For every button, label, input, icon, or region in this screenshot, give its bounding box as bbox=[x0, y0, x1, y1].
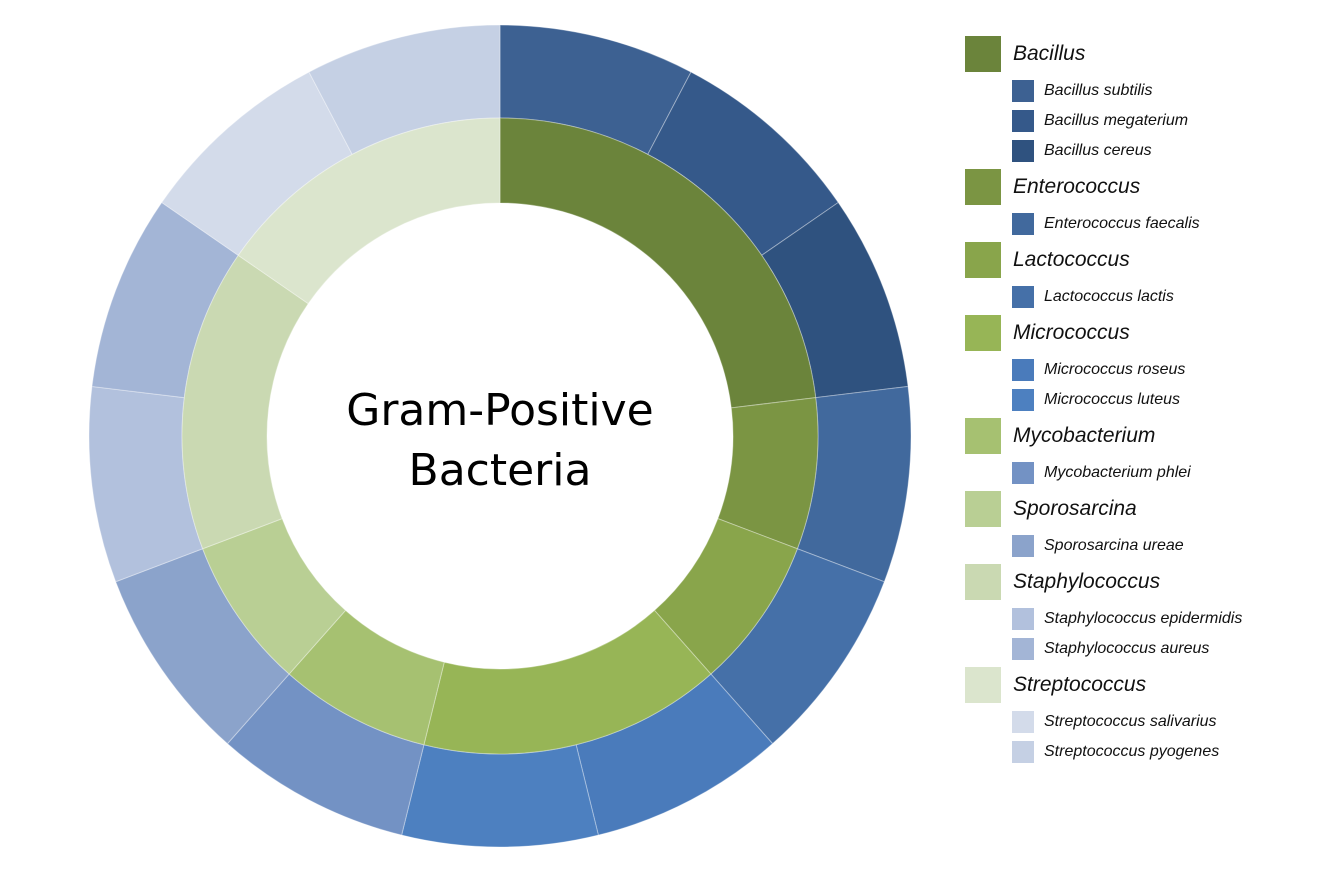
legend-label: Enterococcus faecalis bbox=[1044, 214, 1200, 232]
legend-swatch bbox=[1012, 358, 1034, 381]
legend-label: Sporosarcina ureae bbox=[1044, 536, 1184, 554]
legend-swatch bbox=[965, 315, 1001, 351]
legend-label: Lactococcus lactis bbox=[1044, 287, 1174, 305]
legend-item-micrococcus: Micrococcus bbox=[965, 315, 1315, 351]
legend-item-streptococcus-pyogenes: Streptococcus pyogenes bbox=[965, 740, 1315, 763]
legend-label: Bacillus bbox=[1013, 42, 1086, 65]
legend-swatch bbox=[1012, 139, 1034, 162]
legend-swatch bbox=[965, 169, 1001, 205]
legend-item-sporosarcina-ureae: Sporosarcina ureae bbox=[965, 534, 1315, 557]
legend-swatch bbox=[1012, 388, 1034, 411]
legend-label: Streptococcus bbox=[1013, 673, 1147, 696]
outer-ring bbox=[88, 24, 912, 848]
legend-item-staphylococcus-aureus: Staphylococcus aureus bbox=[965, 637, 1315, 660]
genus-slice-lactococcus bbox=[653, 517, 798, 675]
legend-item-mycobacterium: Mycobacterium bbox=[965, 418, 1315, 454]
legend-item-enterococcus-faecalis: Enterococcus faecalis bbox=[965, 212, 1315, 235]
chart-title-line-2: Bacteria bbox=[409, 445, 592, 496]
legend-item-staphylococcus-epidermidis: Staphylococcus epidermidis bbox=[965, 607, 1315, 630]
legend-item-lactococcus: Lactococcus bbox=[965, 242, 1315, 278]
legend-swatch bbox=[965, 418, 1001, 454]
legend-label: Staphylococcus aureus bbox=[1044, 639, 1210, 657]
legend-label: Micrococcus roseus bbox=[1044, 360, 1186, 378]
legend-item-streptococcus-salivarius: Streptococcus salivarius bbox=[965, 710, 1315, 733]
legend-label: Streptococcus pyogenes bbox=[1044, 742, 1220, 760]
genus-slice-bacillus bbox=[499, 117, 817, 409]
legend-item-bacillus-cereus: Bacillus cereus bbox=[965, 139, 1315, 162]
species-slice-micrococcus-luteus bbox=[401, 744, 599, 848]
legend-label: Staphylococcus epidermidis bbox=[1044, 609, 1243, 627]
legend-label: Staphylococcus bbox=[1013, 570, 1161, 593]
inner-ring bbox=[181, 117, 819, 755]
legend-swatch bbox=[965, 667, 1001, 703]
legend-item-bacillus-megaterium: Bacillus megaterium bbox=[965, 109, 1315, 132]
legend-label: Streptococcus salivarius bbox=[1044, 712, 1217, 730]
legend-swatch bbox=[965, 491, 1001, 527]
legend-swatch bbox=[1012, 637, 1034, 660]
legend-item-micrococcus-roseus: Micrococcus roseus bbox=[965, 358, 1315, 381]
chart-legend: Bacillus Bacillus subtilis Bacillus megate… bbox=[965, 36, 1315, 763]
legend-label: Sporosarcina bbox=[1013, 497, 1137, 520]
sunburst-chart: Gram-Positive Bacteria bbox=[88, 24, 912, 848]
legend-swatch bbox=[1012, 534, 1034, 557]
legend-swatch bbox=[1012, 710, 1034, 733]
legend-item-lactococcus-lactis: Lactococcus lactis bbox=[965, 285, 1315, 308]
legend-swatch bbox=[1012, 212, 1034, 235]
legend-swatch bbox=[1012, 109, 1034, 132]
legend-swatch bbox=[965, 564, 1001, 600]
legend-swatch bbox=[965, 36, 1001, 72]
legend-item-micrococcus-luteus: Micrococcus luteus bbox=[965, 388, 1315, 411]
legend-swatch bbox=[1012, 740, 1034, 763]
genus-slice-streptococcus bbox=[237, 117, 501, 305]
legend-label: Mycobacterium phlei bbox=[1044, 463, 1191, 481]
legend-label: Micrococcus bbox=[1013, 321, 1130, 344]
legend-label: Lactococcus bbox=[1013, 248, 1130, 271]
legend-item-mycobacterium-phlei: Mycobacterium phlei bbox=[965, 461, 1315, 484]
genus-slice-staphylococcus bbox=[181, 254, 309, 550]
chart-title-line-1: Gram-Positive bbox=[346, 385, 654, 436]
legend-label: Micrococcus luteus bbox=[1044, 390, 1181, 408]
legend-label: Mycobacterium bbox=[1013, 424, 1156, 447]
legend-item-bacillus-subtilis: Bacillus subtilis bbox=[965, 79, 1315, 102]
legend-item-sporosarcina: Sporosarcina bbox=[965, 491, 1315, 527]
legend-item-streptococcus: Streptococcus bbox=[965, 667, 1315, 703]
legend-swatch bbox=[965, 242, 1001, 278]
legend-label: Bacillus cereus bbox=[1044, 141, 1152, 159]
legend-label: Enterococcus bbox=[1013, 175, 1141, 198]
legend-label: Bacillus subtilis bbox=[1044, 81, 1153, 99]
legend-label: Bacillus megaterium bbox=[1044, 111, 1189, 129]
legend-item-bacillus: Bacillus bbox=[965, 36, 1315, 72]
legend-swatch bbox=[1012, 607, 1034, 630]
genus-slice-micrococcus bbox=[423, 609, 712, 755]
genus-slice-enterococcus bbox=[717, 397, 819, 550]
legend-item-enterococcus: Enterococcus bbox=[965, 169, 1315, 205]
legend-swatch bbox=[1012, 285, 1034, 308]
legend-item-staphylococcus: Staphylococcus bbox=[965, 564, 1315, 600]
legend-swatch bbox=[1012, 461, 1034, 484]
legend-swatch bbox=[1012, 79, 1034, 102]
